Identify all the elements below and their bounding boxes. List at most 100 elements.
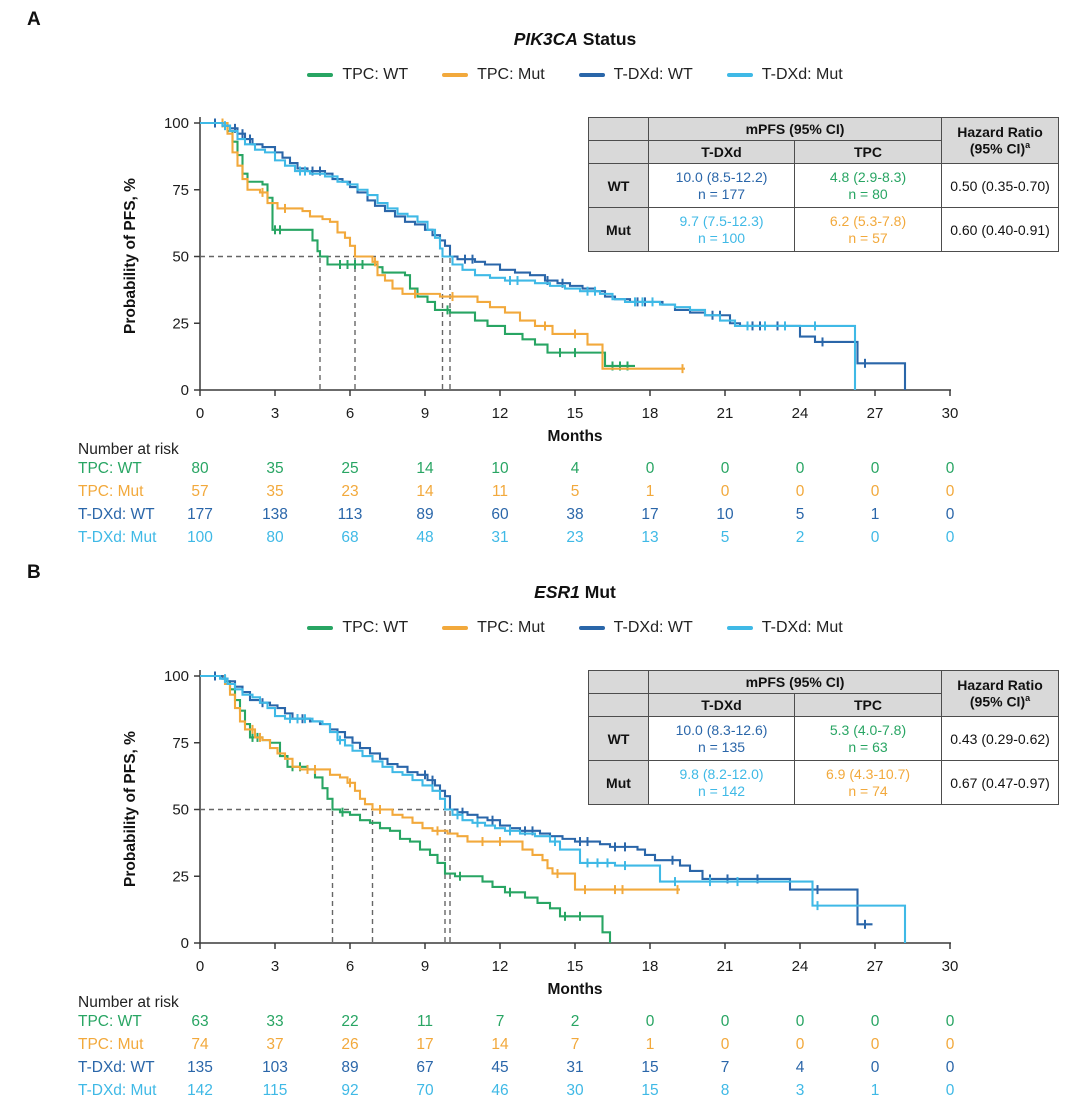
panel-b-title-rest: Mut <box>579 582 616 602</box>
svg-text:75: 75 <box>172 735 189 752</box>
svg-text:30: 30 <box>942 405 959 422</box>
km-curve-tpc-mut <box>200 674 680 891</box>
svg-text:9: 9 <box>421 958 429 975</box>
risk-row-tpc-wt: TPC: WT 63 33 22 11 7 2 0 0 0 0 0 <box>0 1010 1080 1033</box>
median-guide-lines <box>200 808 451 942</box>
legend-swatch-orange <box>442 626 469 630</box>
legend-swatch-dark-blue <box>578 626 605 630</box>
risk-value: 0 <box>945 529 955 546</box>
risk-value: 46 <box>491 1082 509 1099</box>
table-corner-cell <box>588 693 649 717</box>
risk-value: 13 <box>641 529 659 546</box>
risk-value: 0 <box>870 1013 880 1030</box>
legend-swatch-orange <box>442 73 469 77</box>
risk-value: 68 <box>341 529 359 546</box>
risk-value: 8 <box>720 1082 730 1099</box>
risk-value: 0 <box>720 1013 730 1030</box>
risk-value: 60 <box>491 506 509 523</box>
svg-text:24: 24 <box>792 958 809 975</box>
svg-text:3: 3 <box>271 405 279 422</box>
panel-a-number-at-risk-title: Number at risk <box>78 441 179 458</box>
risk-value: 45 <box>491 1059 509 1076</box>
risk-value: 135 <box>187 1059 213 1076</box>
risk-value: 7 <box>720 1059 730 1076</box>
risk-value: 0 <box>945 506 955 523</box>
legend-label: T-DXd: WT <box>613 619 693 636</box>
risk-value: 14 <box>416 460 434 477</box>
risk-value: 23 <box>566 529 584 546</box>
risk-value: 38 <box>566 506 584 523</box>
risk-value: 138 <box>262 506 288 523</box>
risk-row-label: T-DXd: WT <box>78 506 155 523</box>
panel-b-legend: TPC: WT TPC: Mut T-DXd: WT T-DXd: Mut <box>200 619 950 637</box>
risk-row-label: T-DXd: Mut <box>78 529 157 546</box>
risk-value: 15 <box>641 1082 659 1099</box>
risk-value: 0 <box>945 483 955 500</box>
row-label-wt: WT <box>588 716 649 761</box>
risk-value: 142 <box>187 1082 213 1099</box>
panel-b-km-plot: 0 3 6 9 12 15 18 21 24 27 30 0 25 50 75 100 <box>164 668 958 975</box>
risk-value: 2 <box>795 529 805 546</box>
svg-text:50: 50 <box>172 249 189 266</box>
y-tick-labels: 0 25 50 75 100 <box>164 115 189 399</box>
svg-text:3: 3 <box>271 958 279 975</box>
risk-value: 0 <box>945 1013 955 1030</box>
risk-value: 1 <box>870 1082 880 1099</box>
risk-row-label: TPC: WT <box>78 460 142 477</box>
risk-value: 35 <box>266 483 284 500</box>
risk-value: 80 <box>191 460 209 477</box>
svg-text:6: 6 <box>346 958 354 975</box>
panel-a-legend: TPC: WT TPC: Mut T-DXd: WT T-DXd: Mut <box>200 66 950 84</box>
risk-row-t-dxd-mut: T-DXd: Mut 142 115 92 70 46 30 15 8 3 1 0 <box>0 1079 1080 1102</box>
risk-value: 177 <box>187 506 213 523</box>
legend-item-tpc-mut: TPC: Mut <box>442 66 545 84</box>
legend-swatch-green <box>307 626 334 630</box>
mpfs-cell-tdxd-wt: 10.0 (8.5-12.2) n = 177 <box>648 163 795 208</box>
legend-label: T-DXd: WT <box>613 66 693 83</box>
legend-item-tpc-mut: TPC: Mut <box>442 619 545 637</box>
risk-value: 0 <box>870 483 880 500</box>
panel-b-title: ESR1 Mut <box>200 582 950 603</box>
legend-item-tdxd-mut: T-DXd: Mut <box>726 66 843 84</box>
risk-value: 89 <box>416 506 434 523</box>
svg-text:12: 12 <box>492 958 509 975</box>
risk-value: 23 <box>341 483 359 500</box>
mpfs-cell-tpc-wt: 5.3 (4.0-7.8) n = 63 <box>794 716 942 761</box>
risk-value: 80 <box>266 529 284 546</box>
risk-value: 22 <box>341 1013 359 1030</box>
risk-value: 17 <box>641 506 659 523</box>
mpfs-cell-tdxd-wt: 10.0 (8.3-12.6) n = 135 <box>648 716 795 761</box>
legend-swatch-dark-blue <box>578 73 605 77</box>
svg-text:24: 24 <box>792 405 809 422</box>
risk-value: 7 <box>495 1013 505 1030</box>
risk-value: 67 <box>416 1059 434 1076</box>
risk-value: 14 <box>416 483 434 500</box>
mpfs-cell-tdxd-mut: 9.7 (7.5-12.3) n = 100 <box>648 207 795 252</box>
tpc-column-header: TPC <box>794 693 942 717</box>
median-guide-lines <box>200 255 451 389</box>
svg-text:25: 25 <box>172 868 189 885</box>
legend-label: TPC: Mut <box>477 619 545 636</box>
risk-value: 89 <box>341 1059 359 1076</box>
risk-value: 15 <box>641 1059 659 1076</box>
risk-value: 3 <box>795 1082 805 1099</box>
table-corner-cell <box>588 670 649 694</box>
risk-value: 0 <box>945 460 955 477</box>
legend-swatch-light-blue <box>726 73 753 77</box>
risk-value: 2 <box>570 1013 580 1030</box>
risk-value: 25 <box>341 460 359 477</box>
hr-cell-mut: 0.67 (0.47-0.97) <box>941 760 1059 805</box>
risk-value: 5 <box>570 483 580 500</box>
risk-value: 35 <box>266 460 284 477</box>
censor-marks-tpc-wt <box>251 732 581 921</box>
risk-row-label: TPC: WT <box>78 1013 142 1030</box>
risk-value: 57 <box>191 483 209 500</box>
risk-value: 0 <box>870 529 880 546</box>
svg-text:6: 6 <box>346 405 354 422</box>
row-label-mut: Mut <box>588 760 649 805</box>
legend-swatch-light-blue <box>726 626 753 630</box>
risk-value: 5 <box>720 529 730 546</box>
risk-row-label: TPC: Mut <box>78 483 144 500</box>
censor-marks-t-dxd-mut <box>224 674 819 911</box>
